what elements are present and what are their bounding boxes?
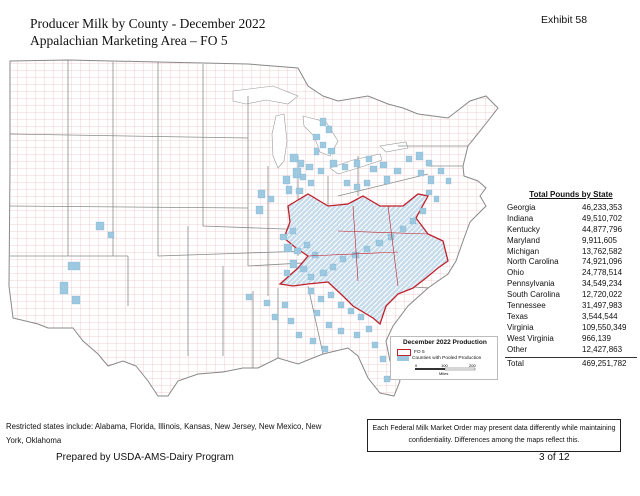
state-name: Kentucky [507, 224, 540, 234]
table-row: Georgia 46,233,353 [505, 203, 637, 214]
state-name: West Virginia [507, 333, 554, 343]
state-name: Ohio [507, 268, 524, 278]
confidentiality-note: Each Federal Milk Market Order may prese… [367, 419, 621, 452]
state-name: Texas [507, 311, 528, 321]
lake-superior [232, 85, 299, 105]
state-name: Georgia [507, 203, 536, 212]
state-name: North Carolina [507, 257, 559, 267]
state-value: 24,778,514 [582, 268, 623, 278]
table-row: North Carolina 74,921,096 [505, 257, 637, 268]
lake-ontario [379, 141, 409, 153]
pooled-counties [59, 117, 452, 383]
state-value: 3,544,544 [582, 311, 618, 321]
map-legend: December 2022 Production FO 5 Counties w… [390, 336, 498, 380]
table-row: Michigan 13,762,582 [505, 247, 637, 258]
state-value: 31,497,983 [582, 301, 623, 311]
state-value: 9,911,605 [582, 235, 617, 245]
scale-unit: Miles [439, 371, 448, 376]
lake-huron [302, 115, 339, 157]
total-label: Total [507, 359, 524, 369]
exhibit-label: Exhibit 58 [541, 14, 588, 26]
scale-tick: 0 [415, 364, 418, 368]
state-value: 46,233,353 [582, 203, 623, 212]
state-name: South Carolina [507, 290, 560, 300]
state-name: Tennessee [507, 301, 546, 311]
table-row: Ohio 24,778,514 [505, 268, 637, 279]
state-name: Virginia [507, 322, 534, 332]
fo5-swatch [397, 349, 411, 356]
restricted-states-note: Restricted states include: Alabama, Flor… [6, 422, 322, 445]
state-value: 13,762,582 [582, 246, 623, 256]
scale-tick: 200 [469, 364, 476, 368]
page-number: 3 of 12 [539, 452, 570, 463]
legend-title: December 2022 Production [403, 339, 487, 346]
table-row: South Carolina 12,720,022 [505, 290, 637, 301]
counties-swatch [397, 356, 409, 361]
state-value: 12,720,022 [582, 290, 623, 300]
table-row: Pennsylvania 34,549,234 [505, 279, 637, 290]
total-row: Total 469,251,782 [505, 357, 637, 370]
state-value: 49,510,702 [582, 213, 623, 223]
table-row: Kentucky 44,877,796 [505, 225, 637, 236]
legend-counties-label: Counties with Pooled Production [412, 356, 482, 361]
state-value: 74,921,096 [582, 257, 623, 267]
fo5-inner-boundaries [307, 205, 429, 287]
table-row: West Virginia 966,139 [505, 334, 637, 345]
state-name: Michigan [507, 246, 540, 256]
legend-item-counties: Counties with Pooled Production [397, 356, 481, 361]
scale-tick: 100 [441, 364, 448, 368]
state-name: Maryland [507, 235, 540, 245]
state-totals-table: Total Pounds by State Georgia 46,233,353 … [505, 190, 637, 370]
map-subtitle: Appalachian Marketing Area – FO 5 [30, 33, 228, 48]
map-title: Producer Milk by County - December 2022 [30, 16, 266, 31]
scale-bar: 0 100 200 Miles [415, 364, 476, 376]
legend-fo5-label: FO 5 [414, 350, 425, 355]
state-value: 12,427,863 [582, 344, 623, 354]
table-row: Indiana 49,510,702 [505, 214, 637, 225]
state-name: Pennsylvania [507, 279, 555, 289]
lake-michigan [271, 113, 288, 169]
prepared-by: Prepared by USDA-AMS-Dairy Program [56, 452, 234, 463]
legend-item-fo5: FO 5 [397, 349, 425, 356]
state-value: 44,877,796 [582, 224, 623, 234]
table-row: Virginia 109,550,349 [505, 323, 637, 334]
state-name: Other [507, 344, 528, 354]
total-value: 469,251,782 [582, 359, 627, 369]
state-value: 34,549,234 [582, 279, 623, 289]
table-row: Texas 3,544,544 [505, 312, 637, 323]
state-value: 966,139 [582, 333, 611, 343]
state-name: Indiana [507, 213, 534, 223]
table-row: Maryland 9,911,605 [505, 236, 637, 247]
us-county-map [8, 59, 499, 397]
state-value: 109,550,349 [582, 322, 627, 332]
table-row: Other 12,427,863 [505, 345, 637, 356]
table-row: Tennessee 31,497,983 [505, 301, 637, 312]
totals-heading: Total Pounds by State [529, 190, 613, 199]
